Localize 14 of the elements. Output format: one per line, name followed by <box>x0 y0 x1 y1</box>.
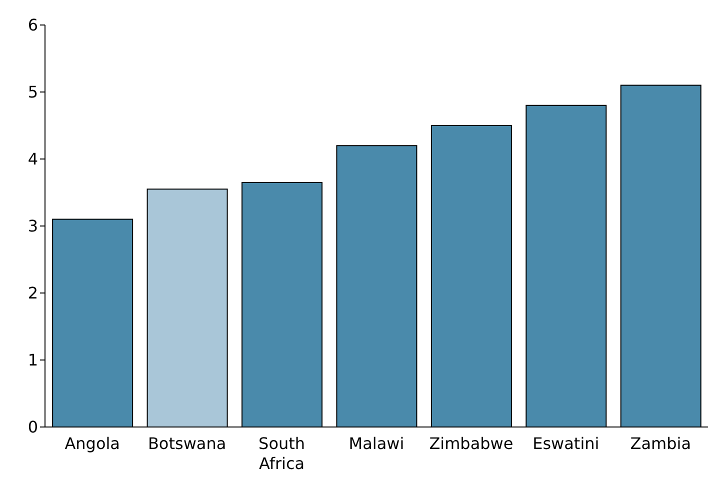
x-tick-label: Angola <box>64 434 120 453</box>
y-tick-label: 1 <box>28 350 38 370</box>
y-tick-label: 6 <box>28 16 38 35</box>
x-tick-label: Eswatini <box>532 434 600 453</box>
x-tick-label: Botswana <box>148 434 226 453</box>
y-tick-label: 0 <box>28 418 38 437</box>
y-tick-label: 5 <box>28 82 38 102</box>
x-tick-label: Malawi <box>348 434 404 453</box>
y-tick-label: 3 <box>28 216 38 236</box>
x-tick-label: South Africa <box>258 434 306 473</box>
x-tick-label: Zambia <box>630 434 692 453</box>
y-tick-label: 4 <box>28 150 38 169</box>
y-tick-label: 2 <box>28 284 38 303</box>
x-tick-label: Zimbabwe <box>429 434 514 453</box>
